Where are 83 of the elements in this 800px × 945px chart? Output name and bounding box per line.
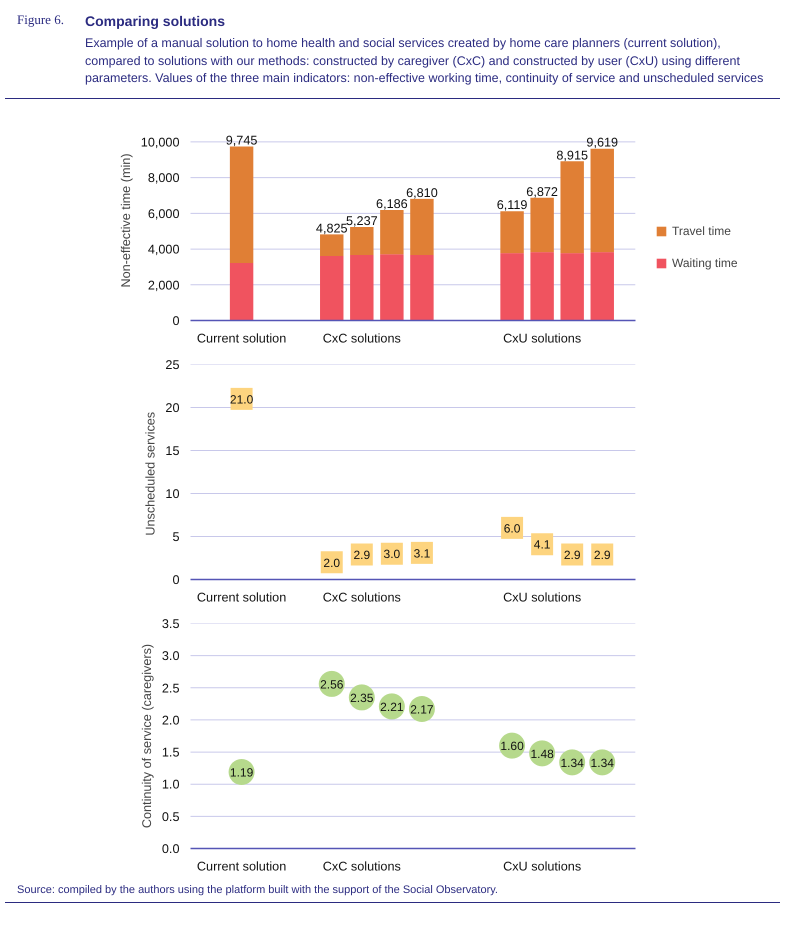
chart-subtitle: Example of a manual solution to home health and social services created by home care planners (current solution), compared to solutions with our methods: constructed by caregiver (CxC) and constructed by user (CxU) using different parameters. Values of the three main indicators: non-effective working time, continuity of service and unscheduled services xyxy=(85,35,764,87)
data-label: 2.56 xyxy=(320,676,344,691)
y-tick-label: 0.5 xyxy=(162,809,180,824)
data-label: 2.17 xyxy=(410,702,434,716)
y-tick-label: 2,000 xyxy=(148,278,180,292)
total-label: 6,119 xyxy=(496,198,528,212)
bar xyxy=(410,254,434,320)
data-label: 1.19 xyxy=(230,765,254,779)
legend-label: Travel time xyxy=(672,224,731,238)
data-label: 6.0 xyxy=(504,520,521,535)
total-label: 9,619 xyxy=(586,135,618,150)
bar xyxy=(230,262,254,320)
y-tick-label: 0.0 xyxy=(162,842,180,856)
total-label: 6,810 xyxy=(406,185,438,200)
x-tick-label: Current solution xyxy=(196,590,286,604)
y-tick-label: 10 xyxy=(165,486,180,500)
total-label: 5,237 xyxy=(346,213,378,228)
bar xyxy=(560,252,584,320)
y-tick-label: 2.5 xyxy=(162,680,180,695)
caption: Figure 6. xyxy=(17,11,65,29)
x-tick-label: CxC solutions xyxy=(322,590,401,604)
bar xyxy=(320,256,344,320)
bar xyxy=(230,146,254,262)
bar xyxy=(380,254,404,320)
bar xyxy=(350,254,374,320)
bar xyxy=(320,234,344,256)
x-tick-label: Current solution xyxy=(196,331,286,345)
bar xyxy=(560,160,584,253)
bar xyxy=(590,148,614,252)
y-tick-label: 1.5 xyxy=(162,745,180,760)
data-label: 2.9 xyxy=(564,548,581,562)
y-tick-label: 3.5 xyxy=(162,616,180,630)
y-tick-label: 20 xyxy=(165,400,180,414)
total-label: 9,745 xyxy=(226,132,258,147)
y-tick-label: 0 xyxy=(172,572,180,586)
y-axis-title: Unscheduled services xyxy=(143,411,158,536)
bar xyxy=(380,210,404,254)
x-tick-label: CxC solutions xyxy=(322,331,401,345)
y-tick-label: 8,000 xyxy=(148,170,180,185)
bar xyxy=(500,210,524,253)
x-tick-label: CxU solutions xyxy=(503,590,582,604)
bar xyxy=(530,197,554,252)
bar xyxy=(410,198,434,254)
bar xyxy=(350,226,374,254)
chart-title: Comparing solutions xyxy=(85,12,226,31)
data-label: 2.9 xyxy=(594,548,611,562)
y-axis-title: Continuity of service (caregivers) xyxy=(140,643,154,828)
y-tick-label: 4,000 xyxy=(148,242,180,256)
data-label: 2.9 xyxy=(353,548,370,562)
y-tick-label: 10,000 xyxy=(140,134,180,149)
data-label: 1.34 xyxy=(560,755,584,770)
x-tick-label: CxC solutions xyxy=(322,859,401,873)
data-label: 1.34 xyxy=(590,755,614,770)
data-label: 3.0 xyxy=(384,546,401,561)
total-label: 6,872 xyxy=(526,184,558,198)
y-tick-label: 3.0 xyxy=(162,648,180,663)
x-tick-label: CxU solutions xyxy=(503,331,582,345)
x-tick-label: CxU solutions xyxy=(503,859,582,873)
data-label: 1.60 xyxy=(500,738,524,753)
y-tick-label: 1.0 xyxy=(162,777,180,792)
bar xyxy=(530,252,554,320)
y-axis-title: Non-effective time (min) xyxy=(118,152,133,288)
data-label: 2.35 xyxy=(350,690,374,704)
data-label: 4.1 xyxy=(534,537,551,552)
total-label: 4,825 xyxy=(316,220,348,235)
source-note: Source: compiled by the authors using the platform built with the support of the Social Observatory. xyxy=(5,882,780,904)
x-tick-label: Current solution xyxy=(196,859,286,873)
y-tick-label: 2.0 xyxy=(162,712,180,727)
data-label: 2.0 xyxy=(323,555,340,570)
total-label: 6,186 xyxy=(376,196,408,211)
y-tick-label: 0 xyxy=(172,314,180,328)
total-label: 8,915 xyxy=(556,148,588,162)
legend-label: Waiting time xyxy=(672,256,738,270)
y-tick-label: 15 xyxy=(165,444,180,458)
y-tick-label: 5 xyxy=(172,530,180,544)
y-tick-label: 6,000 xyxy=(148,206,180,220)
y-tick-label: 25 xyxy=(165,358,180,372)
data-label: 3.1 xyxy=(414,546,431,560)
data-label: 2.21 xyxy=(380,699,404,714)
bar xyxy=(500,252,524,320)
data-label: 1.48 xyxy=(530,746,554,760)
data-label: 21.0 xyxy=(230,392,254,406)
bar xyxy=(590,252,614,320)
